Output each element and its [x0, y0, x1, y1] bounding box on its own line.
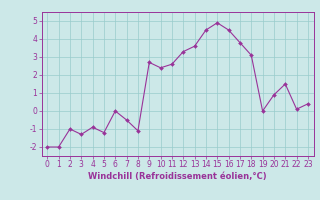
X-axis label: Windchill (Refroidissement éolien,°C): Windchill (Refroidissement éolien,°C) [88, 172, 267, 181]
